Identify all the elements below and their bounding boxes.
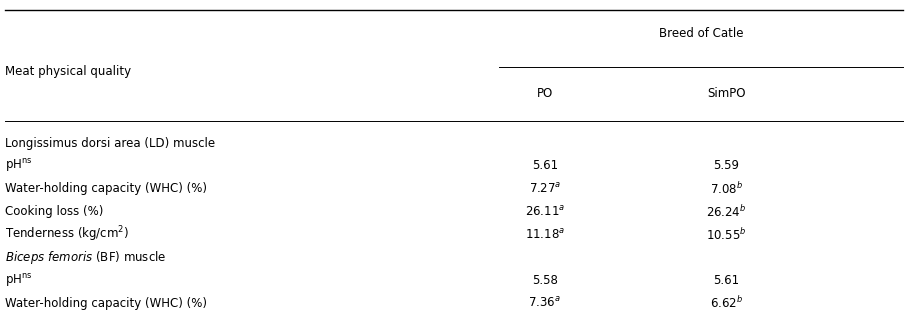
Text: 7.08$^{b}$: 7.08$^{b}$ (710, 181, 743, 197)
Text: Breed of Catle: Breed of Catle (659, 27, 744, 40)
Text: 5.61: 5.61 (532, 160, 558, 172)
Text: 7.27$^{a}$: 7.27$^{a}$ (528, 182, 561, 196)
Text: Meat physical quality: Meat physical quality (5, 65, 131, 78)
Text: Cooking loss (%): Cooking loss (%) (5, 205, 103, 218)
Text: Longissimus dorsi area (LD) muscle: Longissimus dorsi area (LD) muscle (5, 137, 214, 149)
Text: 7.36$^{a}$: 7.36$^{a}$ (528, 296, 561, 310)
Text: Water-holding capacity (WHC) (%): Water-holding capacity (WHC) (%) (5, 183, 206, 195)
Text: pH$^{\mathrm{ns}}$: pH$^{\mathrm{ns}}$ (5, 157, 32, 175)
Text: 26.11$^{a}$: 26.11$^{a}$ (525, 205, 565, 219)
Text: pH$^{\mathrm{ns}}$: pH$^{\mathrm{ns}}$ (5, 272, 32, 289)
Text: 6.62$^{b}$: 6.62$^{b}$ (710, 295, 743, 311)
Text: 5.59: 5.59 (714, 160, 739, 172)
Text: PO: PO (537, 87, 553, 100)
Text: $\it{Biceps\ femoris}$ (BF) muscle: $\it{Biceps\ femoris}$ (BF) muscle (5, 249, 166, 266)
Text: 5.61: 5.61 (714, 274, 739, 287)
Text: 26.24$^{b}$: 26.24$^{b}$ (706, 204, 746, 220)
Text: SimPO: SimPO (707, 87, 745, 100)
Text: Water-holding capacity (WHC) (%): Water-holding capacity (WHC) (%) (5, 297, 206, 310)
Text: 5.58: 5.58 (532, 274, 558, 287)
Text: 10.55$^{b}$: 10.55$^{b}$ (706, 227, 746, 243)
Text: Tenderness (kg/cm$^{2}$): Tenderness (kg/cm$^{2}$) (5, 225, 129, 245)
Text: 11.18$^{a}$: 11.18$^{a}$ (525, 228, 565, 242)
